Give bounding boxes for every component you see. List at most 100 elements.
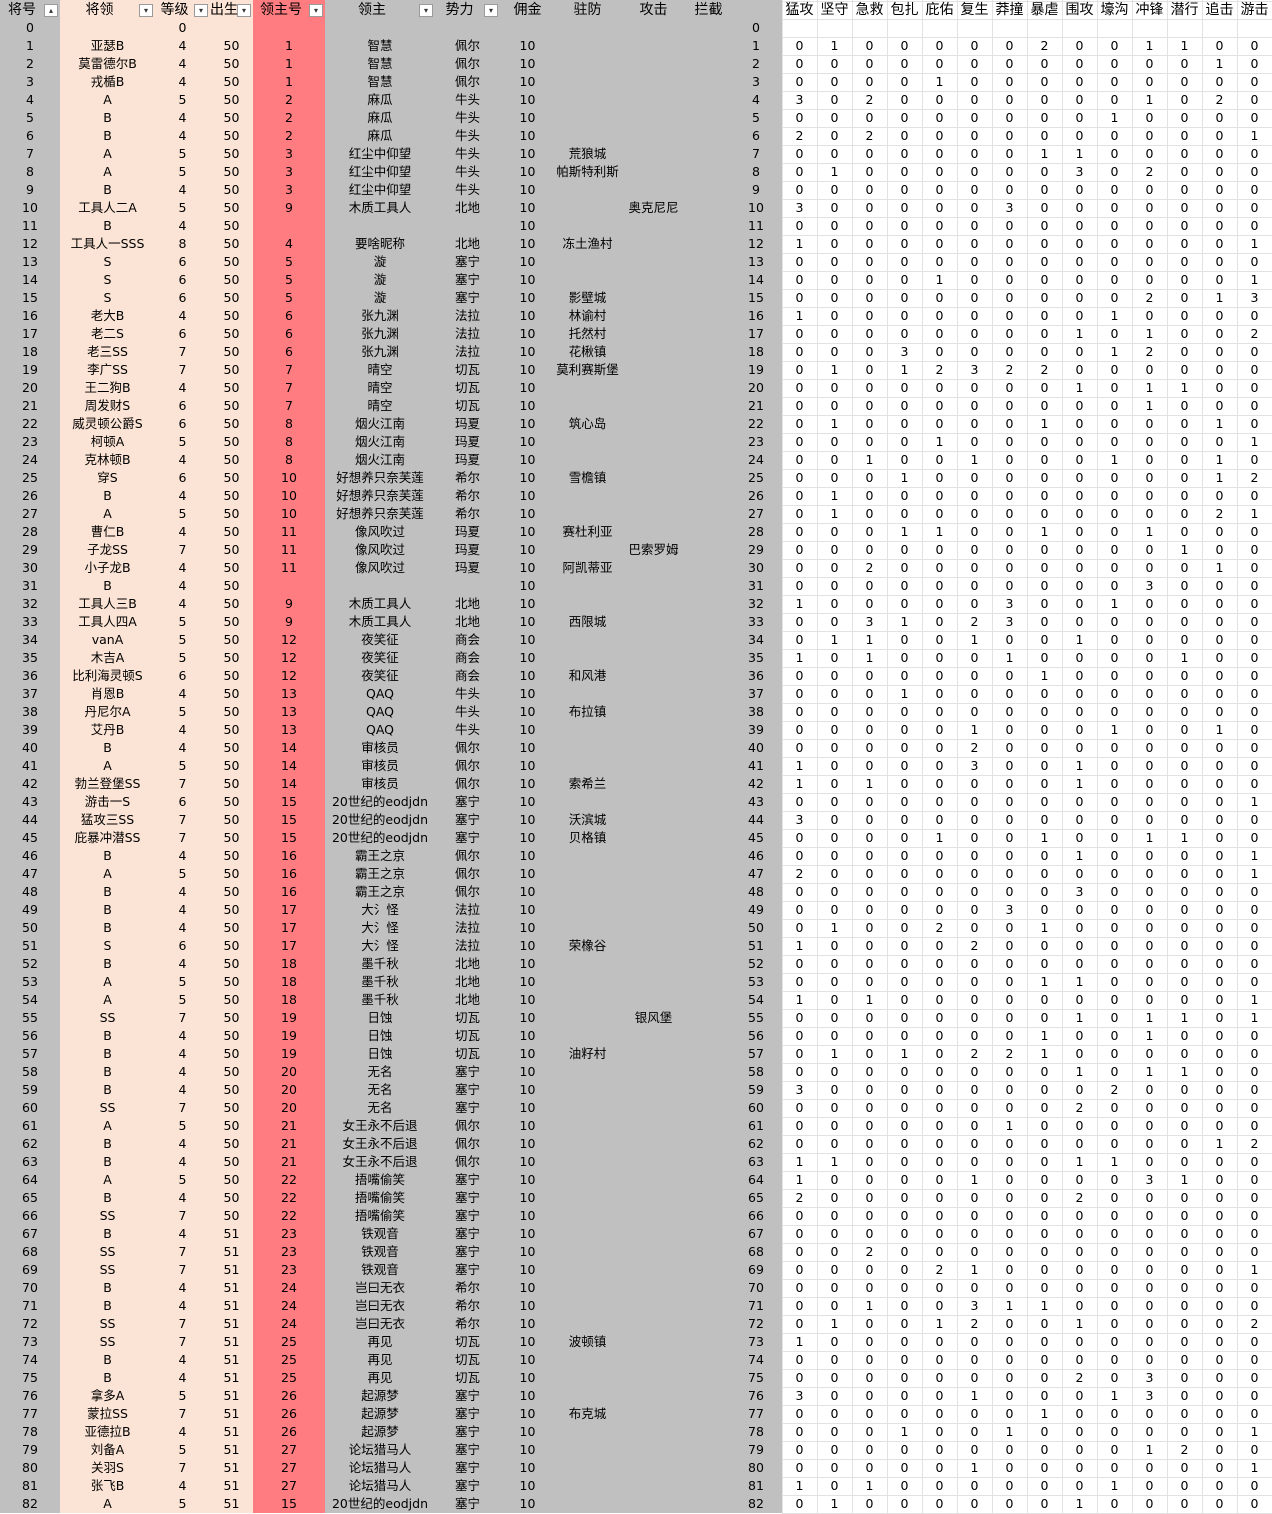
cell-garrison[interactable] [555,217,620,235]
cell-rid[interactable]: 81 [748,1478,764,1493]
cell-skill[interactable]: 0 [1180,308,1189,323]
cell-skill[interactable]: 0 [970,1028,979,1043]
cell-skill[interactable]: 0 [1215,1370,1224,1385]
cell-birth[interactable] [210,19,253,37]
cell-skill[interactable]: 0 [1075,1208,1084,1223]
cell-skill[interactable]: 0 [970,164,979,179]
cell-skill[interactable]: 0 [795,1460,804,1475]
cell-lord[interactable]: 20世纪的eodjdn [331,1496,428,1511]
cell-birth[interactable]: 50 [223,524,240,539]
cell-skill[interactable]: 0 [1250,92,1259,107]
cell-skill[interactable]: 0 [795,1118,804,1133]
cell-skill[interactable]: 0 [1040,704,1049,719]
cell-lord[interactable]: 墨千秋 [361,974,399,989]
cell-skill[interactable]: 0 [1145,1208,1154,1223]
cell-skill[interactable]: 1 [1075,146,1084,161]
cell-skill[interactable]: 0 [1110,218,1119,233]
cell-skill[interactable]: 0 [900,398,909,413]
cell-intercept[interactable] [687,469,730,487]
cell-level[interactable]: 4 [178,1136,187,1151]
cell-intercept[interactable] [687,667,730,685]
cell-lord[interactable]: 木质工具人 [348,200,412,215]
cell-skill[interactable]: 0 [865,596,874,611]
cell-skill[interactable]: 0 [1110,812,1119,827]
cell-skill[interactable]: 0 [1145,182,1154,197]
cell-skill[interactable]: 0 [1110,1010,1119,1025]
cell-skill[interactable]: 0 [1180,128,1189,143]
cell-skill[interactable]: 0 [935,1226,944,1241]
cell-skill[interactable]: 1 [795,596,804,611]
cell-skill[interactable]: 0 [935,290,944,305]
cell-level[interactable]: 4 [178,848,187,863]
cell-skill[interactable]: 0 [1005,56,1014,71]
cell-skill[interactable]: 0 [1110,704,1119,719]
cell-skill[interactable]: 0 [1075,218,1084,233]
cell-skill[interactable]: 0 [935,902,944,917]
cell-faction[interactable]: 塞宁 [454,290,480,305]
cell-lord-no[interactable]: 20 [281,1064,297,1079]
cell-skill[interactable]: 0 [1180,362,1189,377]
cell-skill[interactable]: 0 [1005,344,1014,359]
cell-attack[interactable] [620,1027,687,1045]
cell-id[interactable]: 32 [22,596,38,611]
cell-skill[interactable]: 0 [1110,56,1119,71]
cell-id[interactable]: 25 [22,470,38,485]
cell-skill[interactable]: 0 [1215,704,1224,719]
cell-birth[interactable]: 51 [223,1334,240,1349]
cell-skill[interactable]: 0 [1040,956,1049,971]
cell-fee[interactable]: 10 [519,236,536,251]
cell-skill[interactable]: 0 [1180,110,1189,125]
cell-id[interactable]: 19 [22,362,38,377]
cell-fee[interactable]: 10 [519,452,536,467]
cell-skill[interactable]: 1 [900,362,909,377]
cell-skill[interactable]: 1 [1040,668,1049,683]
cell-id[interactable]: 79 [22,1442,38,1457]
cell-skill[interactable]: 0 [970,866,979,881]
cell-skill[interactable]: 0 [900,1118,909,1133]
cell-skill[interactable]: 0 [1005,470,1014,485]
cell-garrison[interactable] [555,847,620,865]
cell-faction[interactable]: 切瓦 [454,1352,480,1367]
cell-skill[interactable]: 0 [1075,272,1084,287]
cell-skill[interactable]: 0 [1110,1316,1119,1331]
cell-skill[interactable]: 0 [1005,992,1014,1007]
cell-fee[interactable]: 10 [519,902,536,917]
cell-skill[interactable]: 0 [1075,938,1084,953]
cell-skill[interactable]: 0 [1180,686,1189,701]
cell-attack[interactable] [620,811,687,829]
cell-skill[interactable]: 0 [1110,524,1119,539]
cell-skill[interactable]: 0 [970,218,979,233]
cell-skill[interactable]: 0 [1250,1064,1259,1079]
cell-skill[interactable]: 0 [970,326,979,341]
cell-general[interactable]: B [103,1136,112,1151]
cell-skill[interactable]: 0 [1005,1496,1014,1511]
cell-skill[interactable]: 0 [1110,416,1119,431]
cell-skill[interactable]: 0 [1075,1352,1084,1367]
cell-skill[interactable]: 0 [1075,1082,1084,1097]
cell-intercept[interactable] [687,307,730,325]
cell-garrison[interactable] [555,1243,620,1261]
cell-skill[interactable]: 0 [970,776,979,791]
cell-rid[interactable]: 64 [748,1172,764,1187]
cell-skill[interactable]: 0 [865,308,874,323]
cell-garrison[interactable] [555,955,620,973]
cell-intercept[interactable] [687,1009,730,1027]
cell-garrison[interactable] [555,199,620,217]
cell-skill[interactable]: 0 [1075,1334,1084,1349]
cell-skill[interactable]: 0 [1005,254,1014,269]
cell-skill[interactable]: 0 [970,974,979,989]
cell-skill[interactable]: 0 [830,74,839,89]
cell-skill[interactable]: 0 [1075,920,1084,935]
cell-skill[interactable]: 0 [935,704,944,719]
cell-birth[interactable]: 50 [223,164,240,179]
cell-id[interactable]: 67 [22,1226,38,1241]
cell-skill[interactable]: 1 [795,1478,804,1493]
cell-skill[interactable]: 0 [970,1442,979,1457]
cell-skill[interactable]: 0 [1110,290,1119,305]
cell-faction[interactable]: 切瓦 [454,1046,480,1061]
cell-attack[interactable] [620,181,687,199]
cell-rid[interactable]: 60 [748,1100,764,1115]
cell-skill[interactable]: 0 [1040,848,1049,863]
cell-fee[interactable]: 10 [519,704,536,719]
cell-level[interactable]: 6 [178,290,187,305]
